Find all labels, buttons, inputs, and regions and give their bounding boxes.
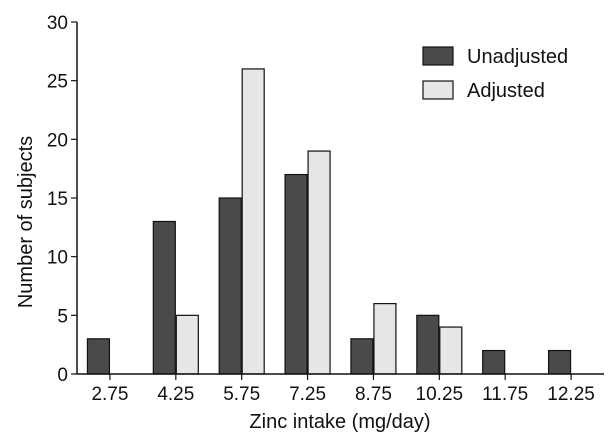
- x-axis-ticks: 2.75 4.25 5.75 7.25 8.75 10.25 11.75 12.25: [91, 374, 595, 405]
- x-tick-label: 7.25: [289, 384, 326, 405]
- x-tick-label: 2.75: [91, 384, 128, 405]
- bar-unadjusted-12.25: [547, 349, 572, 375]
- bar-adjusted-7.25: [307, 150, 331, 375]
- bar-adjusted-10.25: [439, 326, 463, 375]
- bar-unadjusted-8.75: [350, 338, 374, 375]
- x-tick-label: 12.25: [547, 384, 595, 405]
- y-tick-label: 5: [57, 306, 68, 327]
- bar-unadjusted-10.25: [416, 314, 440, 375]
- bar-unadjusted-5.75: [218, 197, 242, 375]
- y-tick-label: 20: [47, 130, 68, 151]
- y-tick-label: 0: [57, 365, 68, 386]
- legend-swatch-unadjusted: [422, 46, 454, 66]
- x-tick-label: 4.25: [157, 384, 194, 405]
- bar-adjusted-4.25: [175, 314, 199, 375]
- bar-adjusted-5.75: [241, 68, 265, 375]
- x-tick-label: 10.25: [416, 384, 464, 405]
- y-tick-label: 30: [47, 13, 68, 34]
- bar-unadjusted-7.25: [284, 173, 308, 375]
- y-tick-label: 25: [47, 72, 68, 93]
- y-axis-title: Number of subjects: [15, 136, 37, 308]
- y-tick-label: 15: [47, 189, 68, 210]
- x-tick-label: 11.75: [482, 384, 528, 405]
- bar-unadjusted-2.75: [86, 338, 111, 375]
- x-axis-title: Zinc intake (mg/day): [249, 411, 430, 433]
- legend-label-unadjusted: Unadjusted: [467, 46, 568, 68]
- x-tick-label: 8.75: [355, 384, 392, 405]
- bar-adjusted-8.75: [373, 303, 397, 375]
- bar-unadjusted-4.25: [152, 220, 176, 375]
- bars-group: [86, 68, 572, 375]
- bar-unadjusted-11.75: [482, 349, 506, 375]
- legend-label-adjusted: Adjusted: [467, 80, 545, 102]
- y-axis-ticks: 0 5 10 15 20 25 30: [47, 13, 77, 386]
- x-tick-label: 5.75: [223, 384, 260, 405]
- legend: Unadjusted Adjusted: [422, 46, 568, 102]
- y-tick-label: 10: [47, 248, 68, 269]
- legend-swatch-adjusted: [422, 80, 454, 100]
